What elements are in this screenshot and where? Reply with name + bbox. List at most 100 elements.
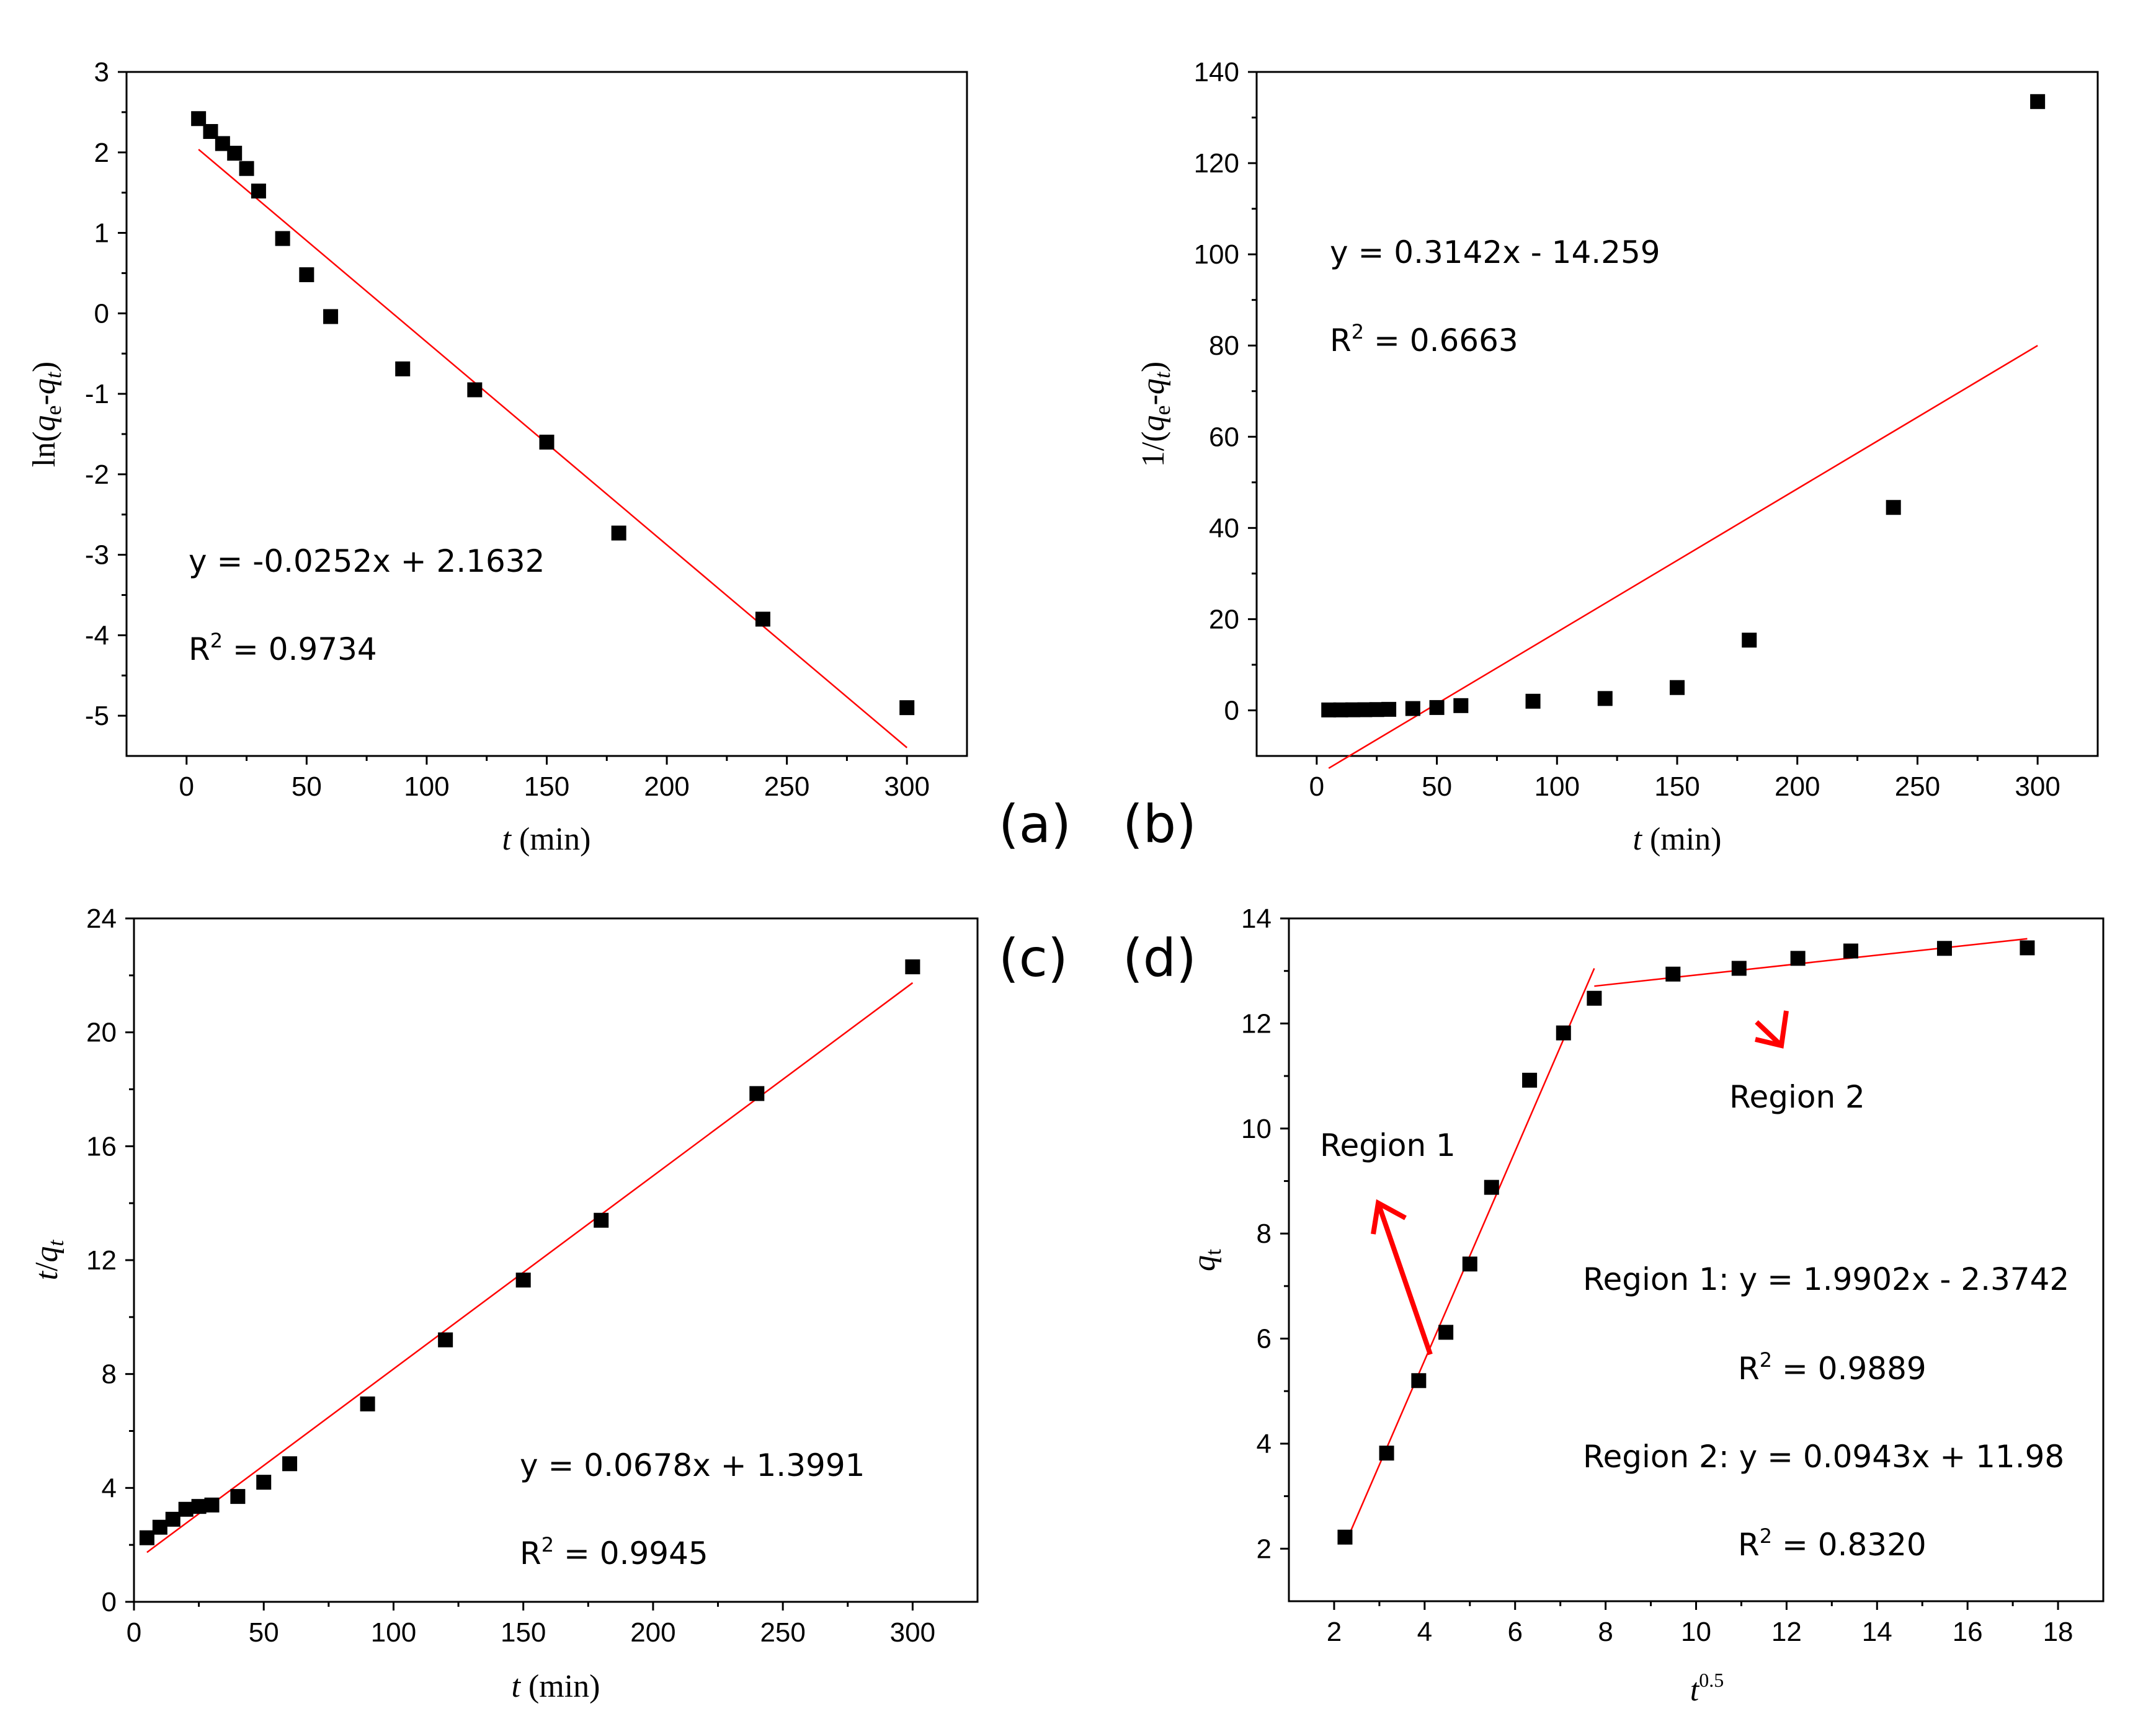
panel-b-r2: R2 = 0.6663 xyxy=(1330,320,1518,358)
region-1-arrow xyxy=(1371,1199,1433,1356)
panel-a-ylabel: ln(qe-qt) xyxy=(27,362,66,467)
x-tick-label: 14 xyxy=(1862,1617,1892,1647)
panel-c-xlabel: t (min) xyxy=(512,1669,600,1704)
data-point xyxy=(1843,943,1858,959)
x-tick-label: 300 xyxy=(884,771,930,802)
data-point xyxy=(299,267,314,283)
data-point xyxy=(1556,1025,1571,1041)
x-tick-label: 2 xyxy=(1327,1617,1342,1647)
data-point xyxy=(1790,951,1806,966)
panel-d-fit-line-region-2 xyxy=(1594,938,2028,987)
panel-b-ylabel: 1/(qe-qt) xyxy=(1136,362,1175,467)
panel-d-ticks: 2 4 6 8 10 12 14 16 18 2 4 6 8 10 12 14 xyxy=(1241,904,2073,1647)
x-tick-label: 50 xyxy=(292,771,322,802)
y-tick-label: 0 xyxy=(1224,695,1239,726)
data-point xyxy=(749,1086,765,1101)
data-point xyxy=(1429,700,1445,715)
y-tick-label: 10 xyxy=(1241,1114,1272,1144)
data-point xyxy=(1381,701,1397,717)
panel-label-b: (b) xyxy=(1123,794,1196,855)
data-point xyxy=(515,1273,531,1288)
x-tick-label: 150 xyxy=(1654,771,1699,802)
panel-b-fit-line xyxy=(1328,345,2038,769)
y-tick-label: 2 xyxy=(1257,1534,1272,1564)
panel-c-ylabel: t/qt xyxy=(29,1240,68,1281)
data-point xyxy=(191,111,207,127)
y-tick-label: -1 xyxy=(85,379,109,409)
data-point xyxy=(1742,633,1757,648)
y-tick-label: 1 xyxy=(94,218,109,249)
data-point xyxy=(1453,698,1469,713)
x-tick-label: 100 xyxy=(404,771,449,802)
data-point xyxy=(1411,1373,1427,1389)
data-point xyxy=(2020,940,2035,956)
panel-d-xlabel: t0.5 xyxy=(1690,1669,1724,1708)
y-tick-label: 2 xyxy=(94,138,109,168)
x-tick-label: 250 xyxy=(764,771,809,802)
data-point xyxy=(1525,693,1541,709)
data-point xyxy=(467,382,483,398)
y-tick-label: 120 xyxy=(1194,148,1239,179)
panel-d-equation-region-2: Region 2: y = 0.0943x + 11.98 xyxy=(1583,1439,2064,1475)
x-tick-label: 150 xyxy=(524,771,569,802)
y-tick-label: 80 xyxy=(1209,331,1239,361)
data-point xyxy=(1337,1529,1353,1545)
panel-a: 0 50 100 150 200 250 300 -5 -4 -3 -2 -1 0 1 2 3 t (min)… xyxy=(27,57,968,857)
data-point xyxy=(594,1212,609,1228)
x-tick-label: 0 xyxy=(179,771,194,802)
data-point xyxy=(905,959,920,975)
x-tick-label: 200 xyxy=(1775,771,1820,802)
y-tick-label: 0 xyxy=(94,298,109,329)
y-tick-label: 3 xyxy=(94,57,109,87)
y-tick-label: 12 xyxy=(1241,1008,1272,1039)
x-tick-label: 200 xyxy=(644,771,689,802)
panel-c-ticks: 0 50 100 150 200 250 300 0 4 8 12 16 20 24 xyxy=(86,904,935,1648)
y-tick-label: 4 xyxy=(102,1473,117,1503)
data-point xyxy=(282,1456,298,1472)
y-tick-label: 16 xyxy=(86,1131,117,1162)
data-point xyxy=(1405,701,1420,716)
panel-c-frame xyxy=(133,917,979,1603)
x-tick-label: 12 xyxy=(1771,1617,1802,1647)
panel-c: 0 50 100 150 200 250 300 0 4 8 12 16 20 24 t (min) t/… xyxy=(29,904,979,1704)
y-tick-label: 20 xyxy=(1209,604,1239,634)
y-tick-label: 12 xyxy=(86,1245,117,1276)
data-point xyxy=(438,1332,453,1348)
x-tick-label: 250 xyxy=(760,1617,805,1648)
data-point xyxy=(1462,1256,1477,1272)
y-tick-label: 6 xyxy=(1257,1324,1272,1354)
x-tick-label: 0 xyxy=(127,1617,141,1648)
panel-c-points xyxy=(139,959,920,1545)
x-tick-label: 8 xyxy=(1598,1617,1613,1647)
x-tick-label: 16 xyxy=(1953,1617,1983,1647)
y-tick-label: 8 xyxy=(102,1359,117,1390)
y-tick-label: 60 xyxy=(1209,422,1239,452)
y-tick-label: 0 xyxy=(102,1587,117,1617)
data-point xyxy=(1522,1072,1538,1088)
data-point xyxy=(1484,1180,1499,1195)
data-point xyxy=(1665,966,1681,982)
panel-d-points xyxy=(1337,940,2035,1545)
panel-label-d: (d) xyxy=(1123,928,1196,989)
data-point xyxy=(152,1519,167,1535)
x-tick-label: 0 xyxy=(1309,771,1324,802)
panel-label-a: (a) xyxy=(999,794,1071,855)
data-point xyxy=(1670,680,1685,695)
data-point xyxy=(1731,961,1747,976)
x-tick-label: 50 xyxy=(1422,771,1452,802)
x-tick-label: 50 xyxy=(249,1617,279,1648)
x-tick-label: 4 xyxy=(1417,1617,1432,1647)
x-tick-label: 10 xyxy=(1681,1617,1711,1647)
data-point xyxy=(395,361,411,376)
data-point xyxy=(239,161,254,176)
panel-a-ticks: 0 50 100 150 200 250 300 -5 -4 -3 -2 -1 0 1 2 3 xyxy=(85,57,930,802)
panel-c-fit-line xyxy=(146,982,914,1553)
data-point xyxy=(191,1499,207,1514)
data-point xyxy=(139,1530,154,1545)
x-tick-label: 250 xyxy=(1895,771,1940,802)
x-tick-label: 150 xyxy=(501,1617,546,1648)
x-tick-label: 6 xyxy=(1507,1617,1522,1647)
data-point xyxy=(178,1501,194,1517)
y-tick-label: 100 xyxy=(1194,239,1239,270)
region-2-arrow xyxy=(1755,1010,1789,1049)
